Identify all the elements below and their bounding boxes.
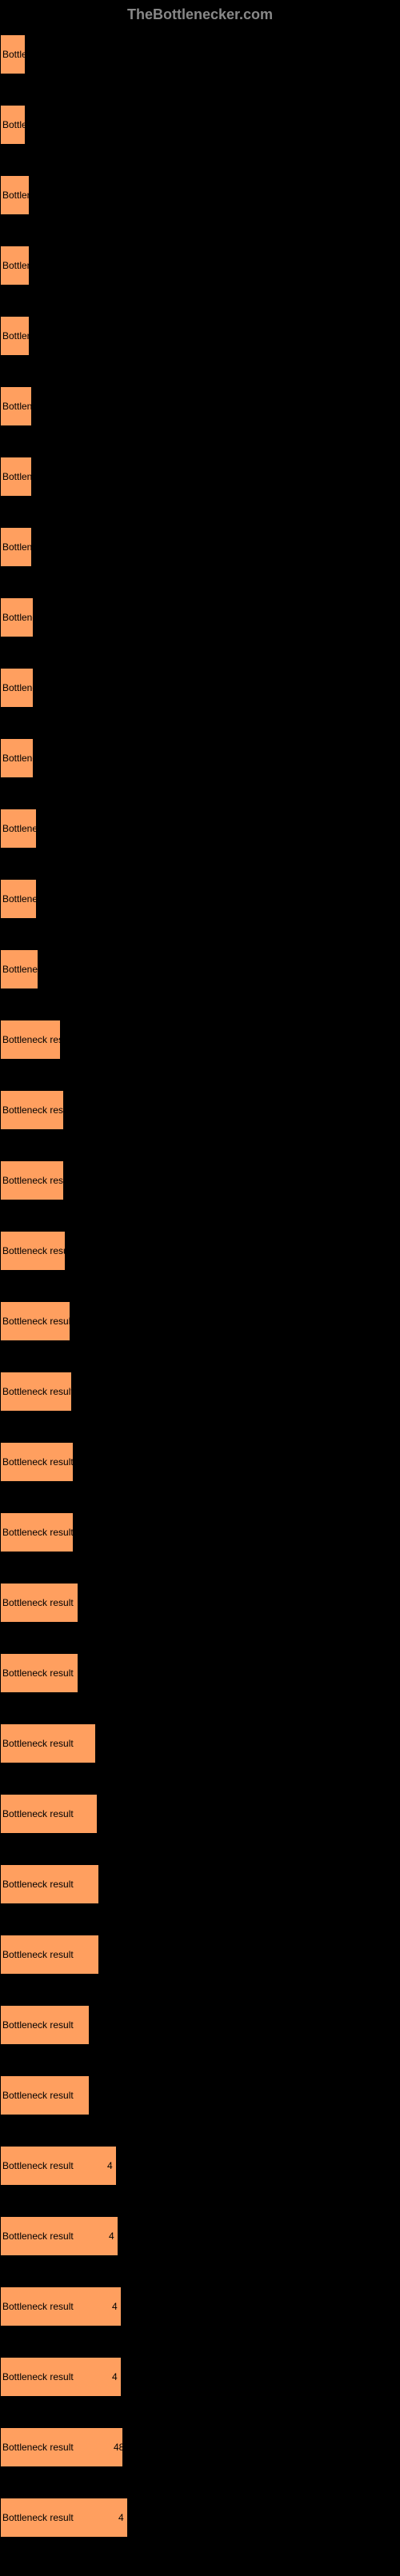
bar-label: Bottleneck result — [2, 2512, 74, 2523]
bar-row: Bottleneck result — [0, 879, 400, 919]
bar-row: Bottleneck result — [0, 1723, 400, 1763]
bar-label: Bottleneck result — [2, 893, 39, 905]
bar-label: Bottleneck result — [2, 1245, 68, 1256]
bar-label: Bottleneck result — [2, 119, 28, 130]
bar-row: Bottleneck result 4 — [0, 2498, 400, 2538]
bar-row: Bottleneck result — [0, 527, 400, 567]
bar-label: Bottleneck result — [2, 1808, 74, 1819]
bar-label: Bottleneck result — [2, 2160, 74, 2171]
bar-label: Bottleneck result — [2, 330, 32, 341]
bar-row: Bottleneck result — [0, 105, 400, 145]
bar-label: Bottleneck result — [2, 2019, 74, 2031]
bar-label: Bottleneck result — [2, 753, 36, 764]
bar-label: Bottleneck result — [2, 401, 34, 412]
header-title: TheBottlenecker.com — [127, 6, 273, 22]
bar-row: Bottleneck result — [0, 386, 400, 426]
bar-label: Bottleneck result — [2, 541, 34, 553]
bar-label: Bottleneck result — [2, 260, 32, 271]
bar-row: Bottleneck result — [0, 457, 400, 497]
bar-label: Bottleneck result — [2, 1034, 63, 1045]
bar-label: Bottleneck result — [2, 2371, 74, 2382]
bar-row: Bottleneck result — [0, 1653, 400, 1693]
bar-row: Bottleneck result — [0, 1864, 400, 1904]
bar-row: Bottleneck result — [0, 246, 400, 286]
bar-value: 4 — [107, 2160, 113, 2171]
bar-value: 4 — [112, 2371, 118, 2382]
bar-label: Bottleneck result — [2, 1175, 66, 1186]
page-header: TheBottlenecker.com — [0, 0, 400, 26]
bar-label: Bottleneck result — [2, 1527, 74, 1538]
bar-value: 48 — [114, 2442, 124, 2453]
bar-row: Bottleneck result 4 — [0, 2357, 400, 2397]
bar-row: Bottleneck result — [0, 1512, 400, 1552]
bar-label: Bottleneck result — [2, 2090, 74, 2101]
bar-row: Bottleneck result — [0, 175, 400, 215]
bar-row: Bottleneck result 4 — [0, 2286, 400, 2326]
bar-row: Bottleneck result — [0, 738, 400, 778]
bar-label: Bottleneck result — [2, 823, 39, 834]
bar-label: Bottleneck result — [2, 964, 41, 975]
bar-label: Bottleneck result — [2, 49, 28, 60]
bar-row: Bottleneck result — [0, 1442, 400, 1482]
bar-label: Bottleneck result — [2, 1316, 73, 1327]
bar-row: Bottleneck result 4 — [0, 2216, 400, 2256]
bar-label: Bottleneck result — [2, 682, 36, 693]
bar-row: Bottleneck result — [0, 316, 400, 356]
bar-row: Bottleneck result — [0, 1160, 400, 1200]
bar-row: Bottleneck result — [0, 597, 400, 637]
bar-row: Bottleneck result — [0, 1372, 400, 1412]
bar-row: Bottleneck result — [0, 1935, 400, 1975]
bar-row: Bottleneck result — [0, 2075, 400, 2115]
bar-value: 4 — [109, 2231, 114, 2242]
bar-row: Bottleneck result 4 — [0, 2146, 400, 2186]
bar-value: 4 — [112, 2301, 118, 2312]
bar-row: Bottleneck result — [0, 668, 400, 708]
bar-label: Bottleneck result — [2, 612, 36, 623]
bar-label: Bottleneck result — [2, 1456, 74, 1468]
bar-label: Bottleneck result — [2, 1738, 74, 1749]
bar-label: Bottleneck result — [2, 1386, 74, 1397]
bar-row: Bottleneck result — [0, 1583, 400, 1623]
bar-chart: Bottleneck resultBottleneck resultBottle… — [0, 26, 400, 2576]
bar-row: Bottleneck result — [0, 949, 400, 989]
bar-row: Bottleneck result — [0, 1794, 400, 1834]
bar-label: Bottleneck result — [2, 2301, 74, 2312]
bar-label: Bottleneck result — [2, 471, 34, 482]
bar-row: Bottleneck result — [0, 1090, 400, 1130]
bar-label: Bottleneck result — [2, 1597, 74, 1608]
bar-row: Bottleneck result — [0, 2005, 400, 2045]
bar-label: Bottleneck result — [2, 1949, 74, 1960]
bar-label: Bottleneck result — [2, 2442, 74, 2453]
bar-label: Bottleneck result — [2, 1667, 74, 1679]
bar-label: Bottleneck result — [2, 1879, 74, 1890]
bar-row: Bottleneck result — [0, 809, 400, 849]
bar-label: Bottleneck result — [2, 2231, 74, 2242]
bar-row: Bottleneck result 48 — [0, 2427, 400, 2467]
bar-row: Bottleneck result — [0, 1020, 400, 1060]
bar-value: 4 — [118, 2512, 124, 2523]
bar-row: Bottleneck result — [0, 34, 400, 74]
bar-label: Bottleneck result — [2, 190, 32, 201]
bar-row: Bottleneck result — [0, 1231, 400, 1271]
bar-row: Bottleneck result — [0, 1301, 400, 1341]
bar-label: Bottleneck result — [2, 1104, 66, 1116]
